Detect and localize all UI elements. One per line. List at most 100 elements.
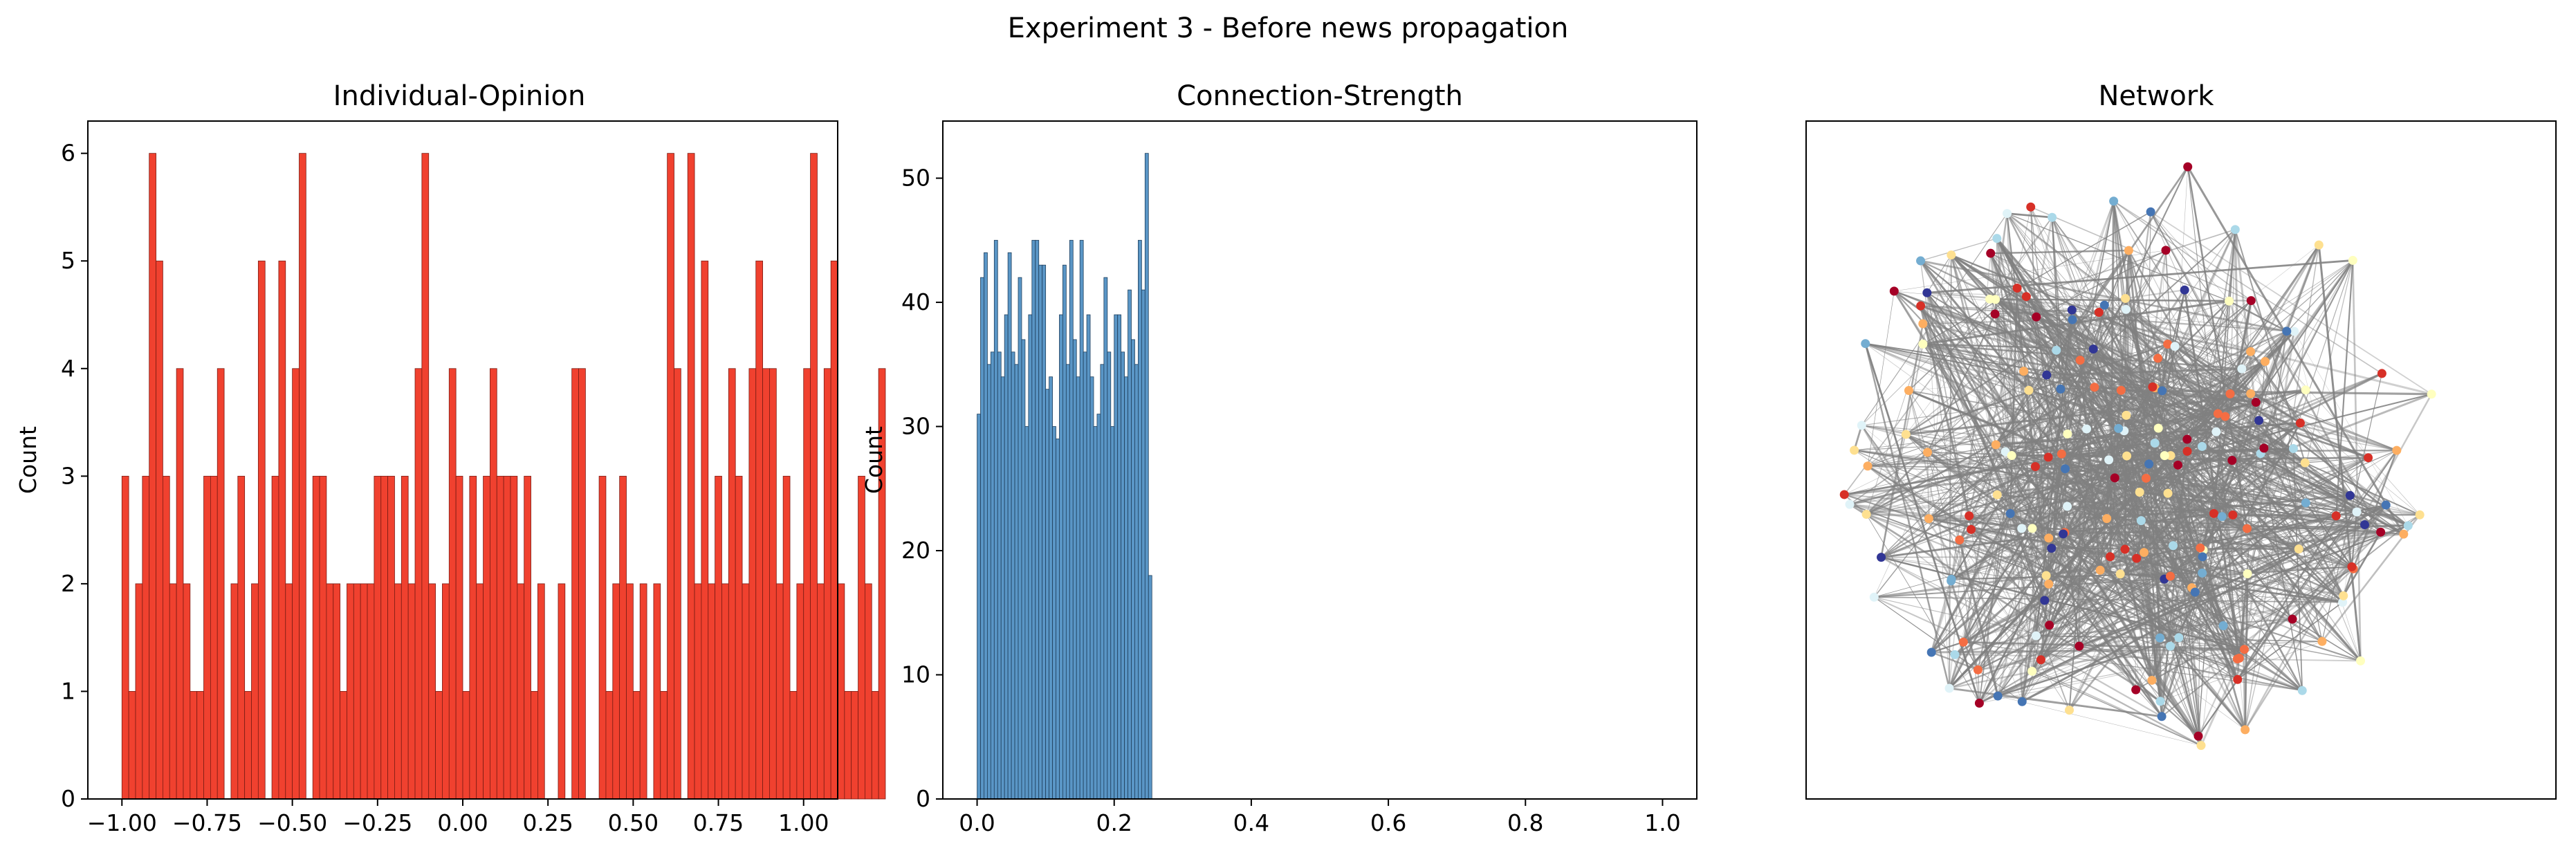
- network-edge: [1926, 451, 1998, 496]
- network-edge: [2234, 229, 2306, 463]
- network-nodes: [1839, 162, 2436, 751]
- network-node: [2003, 209, 2012, 219]
- network-node: [2160, 451, 2169, 461]
- opinion-histogram-bar: [503, 475, 511, 800]
- network-edge: [2160, 636, 2245, 650]
- network-edge: [2140, 492, 2357, 513]
- network-edge: [2201, 244, 2320, 558]
- network-node: [1918, 339, 1928, 349]
- network-node: [1967, 524, 1976, 534]
- network-edge: [1893, 291, 2163, 717]
- network-edge: [2198, 229, 2236, 737]
- network-edge: [1920, 305, 2023, 529]
- network-edge: [2143, 552, 2161, 701]
- network-edge: [2035, 466, 2146, 479]
- network-edge: [2078, 259, 2354, 647]
- strength-histogram-y-tick-label: 10: [901, 661, 930, 688]
- network-edge: [2028, 389, 2159, 429]
- network-edge: [1929, 393, 2432, 520]
- strength-histogram-bar: [1110, 426, 1115, 800]
- opinion-histogram-bar: [394, 583, 402, 800]
- network-edge: [1995, 166, 2189, 445]
- network-node: [2088, 344, 2098, 354]
- network-edge: [1963, 576, 2171, 643]
- opinion-histogram-x-tick-label: 0.75: [693, 809, 744, 836]
- network-edge: [2152, 386, 2398, 452]
- opinion-histogram-bar: [715, 475, 722, 800]
- network-edge: [2113, 201, 2353, 567]
- network-node: [2217, 512, 2227, 522]
- strength-histogram-bar: [1089, 376, 1094, 800]
- network-edge: [2241, 300, 2252, 369]
- network-edge: [2304, 462, 2404, 535]
- opinion-histogram-bar: [755, 260, 764, 800]
- opinion-histogram-bar: [578, 368, 586, 800]
- network-edge: [1931, 515, 2337, 653]
- network-edge: [2292, 504, 2387, 620]
- network-node: [2169, 541, 2178, 551]
- network-node: [1904, 386, 1913, 396]
- network-node: [2209, 508, 2218, 518]
- network-node: [2261, 357, 2270, 367]
- network-edge: [2113, 201, 2252, 302]
- network-node: [1857, 421, 1866, 430]
- network-edge: [1926, 255, 1952, 293]
- opinion-histogram-bar: [517, 583, 525, 800]
- network-edge: [1865, 342, 2294, 450]
- network-node: [1926, 647, 1936, 657]
- network-edge: [2030, 207, 2047, 576]
- network-edge: [1926, 292, 2013, 457]
- network-node: [2392, 445, 2402, 455]
- network-edge: [2094, 387, 2126, 550]
- network-node: [2228, 510, 2238, 520]
- network-edge: [2065, 229, 2236, 470]
- network-node: [1950, 650, 1960, 659]
- opinion-histogram-bar: [176, 368, 184, 800]
- opinion-histogram-bar: [448, 368, 457, 800]
- network-node: [2415, 510, 2425, 520]
- opinion-histogram-bar: [319, 475, 327, 800]
- strength-histogram-y-tick-label: 50: [901, 165, 930, 192]
- network-node: [2121, 293, 2131, 303]
- network-edge: [2162, 390, 2323, 642]
- network-node: [2246, 296, 2256, 306]
- network-edge: [1929, 319, 2073, 519]
- network-node: [2356, 656, 2366, 665]
- network-edge: [2150, 211, 2432, 395]
- opinion-histogram-bar: [490, 368, 497, 800]
- network-edge: [2144, 331, 2288, 553]
- network-edge: [2155, 443, 2381, 533]
- network-edge: [1926, 292, 2188, 452]
- opinion-histogram-bar: [851, 691, 858, 800]
- network-node: [2144, 459, 2154, 469]
- network-node: [2196, 543, 2205, 553]
- strength-histogram-bar: [1079, 239, 1084, 800]
- network-edge: [1949, 255, 1952, 688]
- strength-histogram-bar: [1056, 439, 1060, 800]
- network-node: [2153, 423, 2163, 433]
- network-edge: [2191, 504, 2386, 589]
- network-node: [2243, 569, 2252, 578]
- network-edge: [2009, 513, 2162, 717]
- network-edge: [2178, 524, 2366, 639]
- opinion-histogram-x-tick-label: 1.00: [778, 809, 829, 836]
- strength-histogram-bar: [984, 252, 988, 800]
- network-edge: [2051, 217, 2068, 434]
- network-edge: [1905, 343, 2169, 436]
- network-node: [2364, 453, 2373, 463]
- network-edge: [1861, 425, 1953, 580]
- network-edge: [2125, 298, 2243, 369]
- network-edge: [1866, 513, 2107, 520]
- network-node: [2132, 553, 2142, 563]
- network-edge: [2032, 300, 2252, 529]
- opinion-histogram-y-tick-label: 5: [61, 247, 75, 274]
- network-node: [2061, 464, 2070, 474]
- network-node: [2124, 246, 2133, 255]
- network-node: [2121, 304, 2131, 314]
- network-edge: [1926, 259, 2353, 294]
- strength-histogram-bar: [1103, 277, 1108, 800]
- network-edge: [2021, 350, 2057, 702]
- network-node: [2021, 292, 2031, 302]
- network-edge: [2364, 504, 2386, 526]
